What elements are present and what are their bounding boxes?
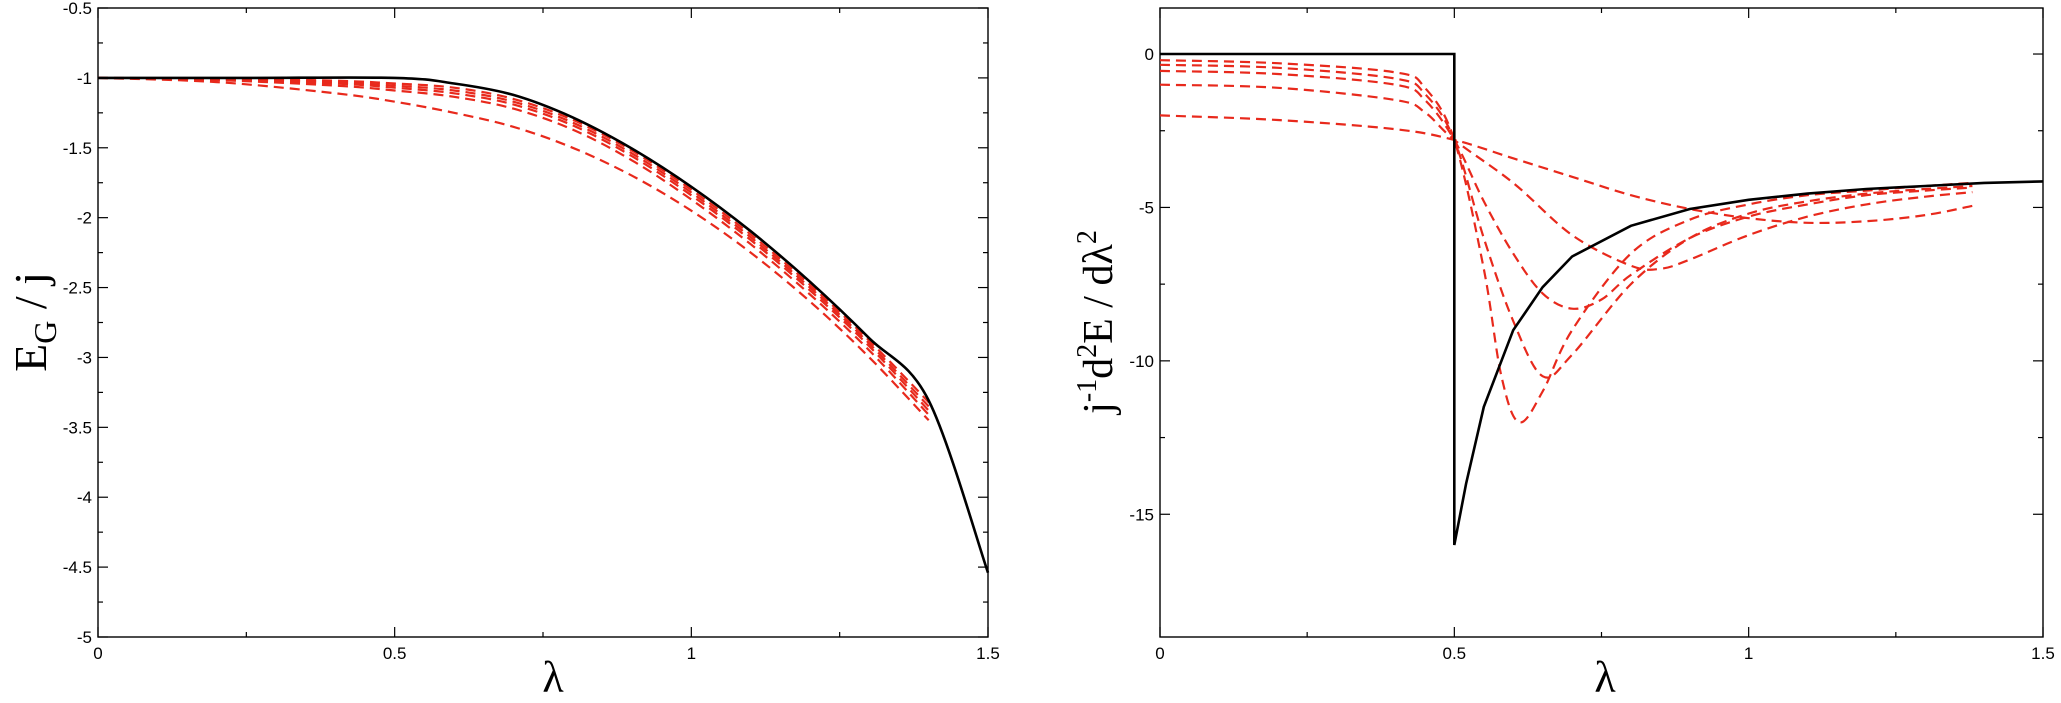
left-y-tick-label: -3.5 [63,418,92,437]
left-exact-curve [98,76,990,574]
left-y-tick-label: -2 [77,209,92,228]
right-y-axis-title-j: j [1076,402,1122,416]
right-dashed-curve-4 [1159,83,1973,271]
left-dashed-curve-4 [97,76,930,416]
right-y-tick-label: -10 [1129,352,1154,371]
right-y-axis-title: j-1d2E / dλ2 [1072,230,1122,416]
left-y-tick-label: -0.5 [63,0,92,18]
left-y-axis-title: EG / j [5,272,63,372]
left-dashed-curve-5 [97,76,930,422]
right-y-axis-title-d: d [1076,358,1122,379]
left-x-tick-label: 1 [687,644,696,663]
left-y-tick-label: -2.5 [63,279,92,298]
right-axis-ticks: 0 0.5 1 1.5 0 -5 -10 -15 [1129,8,2055,663]
right-y-axis-title-mid: E / dλ [1076,244,1122,344]
right-y-axis-title-sup2: 2 [1072,344,1103,358]
left-y-tick-label: -4.5 [63,558,92,577]
left-axis-ticks: 0 0.5 1 1.5 -5 -4.5 -4 -3.5 -3 -2.5 -2 -1.5 -1 -0.5 [63,0,1000,663]
right-dashed-curve-5 [1159,114,1973,225]
right-dashed-curve-3 [1159,69,1973,310]
left-dashed-curve-2 [97,76,930,408]
right-x-tick-label: 1.5 [2031,644,2055,663]
right-y-tick-label: 0 [1145,45,1154,64]
left-x-tick-label: 1.5 [976,644,1000,663]
left-y-axis-title-sub: G [27,321,63,344]
right-y-tick-label: -15 [1129,505,1154,524]
left-y-tick-label: -3 [77,348,92,367]
left-dashed-curve-1 [97,76,930,403]
left-y-tick-label: -4 [77,488,92,507]
left-x-tick-label: 0.5 [383,644,407,663]
left-y-axis-title-rest: / j [5,272,56,321]
right-series-group [1159,52,2044,546]
left-x-tick-label: 0 [93,644,102,663]
right-y-axis-title-sup1: -1 [1072,379,1103,402]
left-series-group [97,76,990,574]
right-dashed-curve-2 [1159,63,1973,379]
left-y-tick-label: -1 [77,69,92,88]
right-y-axis-title-sup3: 2 [1072,230,1103,244]
right-dashed-curve-1 [1159,59,1973,424]
left-y-axis-title-main: E [5,344,56,372]
right-x-tick-label: 1 [1744,644,1753,663]
left-chart-panel: 0 0.5 1 1.5 -5 -4.5 -4 -3.5 -3 -2.5 -2 -1.5 -1 -0.5 λ… [5,0,1000,702]
left-dashed-curve-3 [97,76,930,412]
right-chart-panel: 0 0.5 1 1.50-5-10-15 λ j-1d2E / dλ2 [1072,7,2055,702]
right-exact-curve [1160,52,2044,546]
right-x-tick-label: 0.5 [1443,644,1467,663]
right-x-axis-title: λ [1594,653,1616,702]
right-x-tick-label: 0 [1155,644,1164,663]
left-y-tick-label: -1.5 [63,139,92,158]
left-x-axis-title: λ [542,653,564,702]
right-plot-frame [1159,7,2044,638]
right-y-tick-label: -5 [1139,198,1154,217]
left-y-tick-label: -5 [77,628,92,647]
